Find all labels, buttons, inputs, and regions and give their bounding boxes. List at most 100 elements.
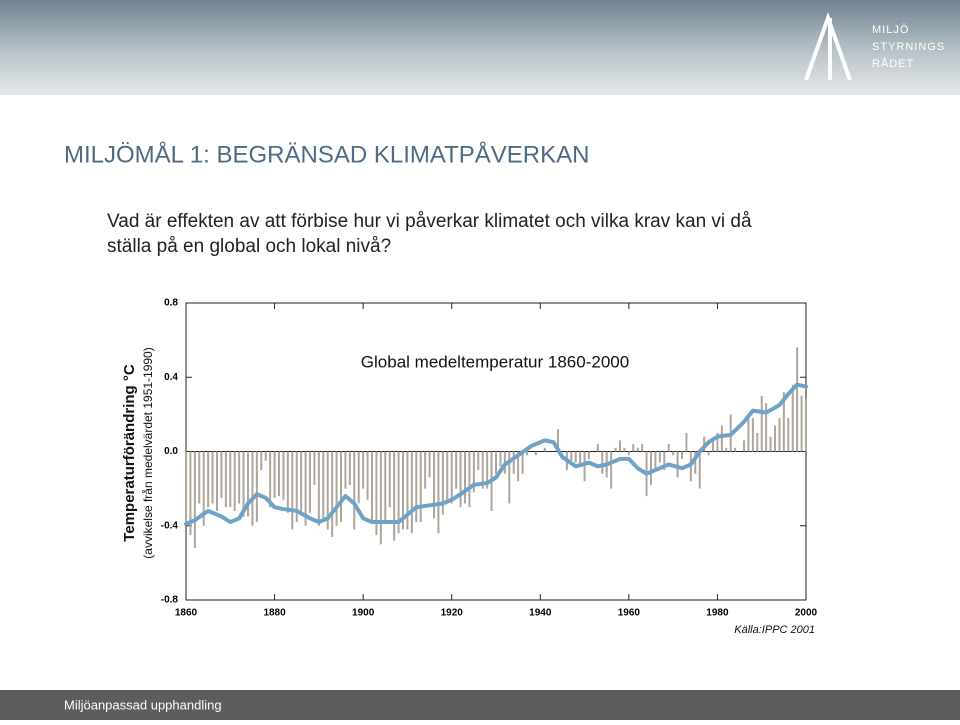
bar: [712, 440, 714, 452]
bar: [406, 451, 409, 530]
bar: [450, 451, 453, 504]
bar: [238, 451, 241, 504]
bar: [357, 451, 360, 504]
bar: [242, 451, 245, 517]
bar: [636, 447, 639, 452]
bar: [251, 451, 254, 526]
bar: [433, 451, 435, 519]
bar: [198, 451, 201, 504]
bar: [672, 451, 675, 456]
chart-title: Global medeltemperatur 1860-2000: [361, 352, 629, 371]
bar: [534, 451, 537, 456]
bar: [384, 451, 387, 523]
bar: [751, 418, 754, 452]
bar: [344, 451, 347, 489]
bar: [224, 451, 227, 508]
bar: [760, 395, 763, 452]
bar: [216, 451, 218, 511]
slide-title: MILJÖMÅL 1: BEGRÄNSAD KLIMATPÅVERKAN: [64, 140, 589, 168]
bar: [419, 451, 422, 523]
bar: [512, 451, 515, 474]
bar: [185, 451, 187, 523]
x-tick-label: 2000: [795, 608, 818, 619]
bar: [291, 451, 294, 530]
bar: [641, 444, 644, 452]
bar: [472, 451, 475, 493]
bar: [481, 451, 484, 489]
bar: [588, 451, 590, 459]
bar: [410, 451, 413, 534]
bar: [211, 451, 214, 504]
bar: [574, 451, 577, 463]
bar: [229, 451, 232, 508]
y-axis-label: Temperaturförändring °C: [121, 364, 138, 542]
body-text: ställa på en global och lokal nivå?: [107, 236, 391, 257]
logo-text: STYRNINGS: [872, 41, 945, 53]
bar: [782, 392, 785, 452]
bar: [765, 403, 768, 452]
bar: [720, 425, 723, 452]
bar: [596, 444, 599, 452]
bar: [397, 451, 400, 534]
bar: [791, 384, 794, 452]
logo-text: MILJÖ: [872, 24, 909, 36]
bar: [309, 451, 311, 513]
bar: [468, 451, 471, 508]
y-tick-label: -0.8: [161, 595, 179, 606]
bar: [446, 451, 449, 504]
bar: [189, 451, 192, 536]
x-tick-label: 1920: [441, 608, 464, 619]
bar: [379, 451, 382, 545]
bar: [193, 451, 196, 549]
bar: [654, 451, 657, 471]
bar: [725, 447, 728, 452]
logo-mark: [804, 12, 852, 81]
y-tick-label: 0.8: [164, 298, 178, 309]
bar: [685, 432, 688, 452]
bar: [371, 451, 373, 523]
bar: [698, 451, 701, 489]
bar: [286, 451, 289, 513]
bar: [313, 451, 316, 485]
bar: [326, 451, 329, 530]
bar: [247, 451, 249, 517]
y-tick-label: 0.4: [164, 372, 178, 383]
bar: [233, 451, 236, 511]
bar: [610, 451, 613, 489]
bar: [441, 451, 444, 515]
bar: [805, 399, 807, 452]
bar: [317, 451, 320, 526]
bar: [769, 436, 772, 452]
bar: [579, 451, 582, 467]
bar: [340, 451, 342, 523]
bar: [650, 451, 652, 485]
bar: [282, 451, 285, 500]
bar: [517, 451, 520, 482]
bar: [499, 451, 502, 467]
bar: [716, 432, 719, 452]
bar: [348, 451, 351, 485]
bar: [464, 451, 466, 504]
x-tick-label: 1960: [618, 608, 641, 619]
bar: [273, 451, 276, 498]
bar: [278, 451, 280, 497]
bar: [331, 451, 334, 537]
bar: [557, 429, 559, 452]
header-image: [0, 0, 960, 95]
bar: [393, 451, 396, 541]
bar: [570, 451, 573, 461]
bar: [459, 451, 462, 508]
bar: [269, 451, 272, 508]
x-tick-label: 1860: [175, 608, 198, 619]
y-axis-label: (avvikelse från medelvärdet 1951-1990): [141, 347, 155, 558]
bar: [304, 451, 307, 526]
bar: [260, 451, 263, 471]
bar: [495, 451, 497, 474]
bar: [477, 451, 480, 471]
x-tick-label: 1940: [529, 608, 552, 619]
bar: [335, 451, 338, 526]
bar: [353, 451, 356, 530]
bar: [264, 451, 267, 461]
bar: [676, 451, 679, 478]
